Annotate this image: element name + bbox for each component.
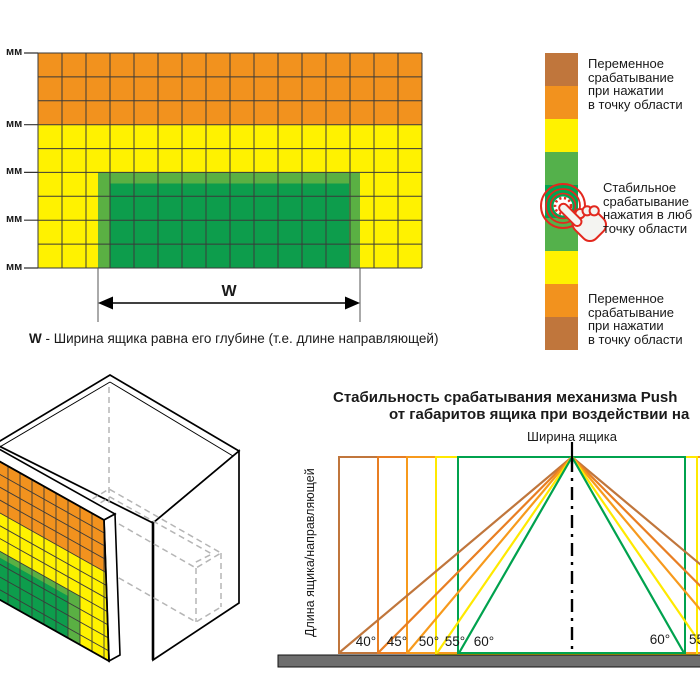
legend-band (545, 284, 578, 317)
touch-press-icon (540, 183, 608, 243)
legend-text-bottom: Переменное срабатывание при нажатии в то… (588, 292, 683, 346)
grid-lines (37, 52, 423, 269)
arrowhead-right (345, 296, 360, 310)
zone-grid-diagram (24, 52, 423, 322)
legend-line: срабатывание (588, 304, 675, 320)
legend-text-middle: Стабильное срабатывание нажатия в люб то… (603, 181, 692, 235)
chart-title-line1: Стабильность срабатывания механизма Push (333, 389, 678, 406)
panel-zone-grid (0, 446, 109, 661)
legend-line: срабатывание (588, 69, 675, 85)
angle-label-50: 50° (418, 634, 440, 649)
caption-text: - Ширина ящика равна его глубине (т.е. д… (45, 331, 439, 346)
row-label-mm-1: мм (6, 46, 23, 58)
legend-line: при нажатии (588, 83, 664, 99)
legend-text-top: Переменное срабатывание при нажатии в то… (588, 57, 683, 111)
angle-label-55-right: 55 (689, 632, 700, 647)
caption-w: W (29, 331, 42, 346)
row-label-mm-5: мм (6, 261, 23, 273)
legend-band (545, 317, 578, 350)
legend-band (545, 152, 578, 185)
rect-40deg (338, 456, 700, 654)
grid-caption: W - Ширина ящика равна его глубине (т.е.… (29, 331, 438, 346)
legend-line: Переменное (588, 291, 665, 306)
chart-title-line2: от габаритов ящика при воздействии на (389, 406, 690, 423)
legend-band (545, 251, 578, 284)
row-label-mm-2: мм (6, 118, 23, 130)
angle-label-60-right: 60° (649, 632, 671, 647)
angle-label-40: 40° (355, 634, 377, 649)
rect-45deg (377, 456, 700, 654)
legend-line: в точку области (588, 331, 683, 347)
row-label-mm-4: мм (6, 213, 23, 225)
row-label-mm-3: мм (6, 165, 23, 177)
mm-tick-lines (24, 52, 38, 269)
w-dimension (97, 268, 361, 322)
legend-line: в точку области (588, 96, 683, 112)
legend-band (545, 53, 578, 86)
panel-outline (0, 460, 110, 663)
chart-y-axis-label: Длина ящика/направляющей (303, 468, 317, 637)
legend-line: нажатия в люб (603, 207, 693, 223)
hand-cursor-icon (558, 202, 608, 243)
legend-line: точку области (603, 220, 688, 236)
legend-line: срабатывание (603, 193, 690, 209)
fan-lines (339, 456, 700, 654)
arrowhead-left (98, 296, 113, 310)
angle-label-55: 55° (444, 634, 466, 649)
angle-label-60: 60° (473, 634, 495, 649)
legend-line: при нажатии (588, 318, 664, 334)
isometric-cabinet (0, 374, 241, 663)
rect-50deg (406, 456, 700, 654)
legend-line: Стабильное (603, 180, 677, 195)
chart-top-label: Ширина ящика (527, 429, 617, 444)
ground-bar (277, 654, 700, 668)
w-dimension-label: W (221, 283, 237, 300)
legend-strip (540, 53, 608, 350)
legend-band (545, 86, 578, 119)
stability-chart (277, 442, 700, 668)
legend-line: Переменное (588, 56, 665, 71)
angle-label-45: 45° (386, 634, 408, 649)
legend-band (545, 119, 578, 152)
